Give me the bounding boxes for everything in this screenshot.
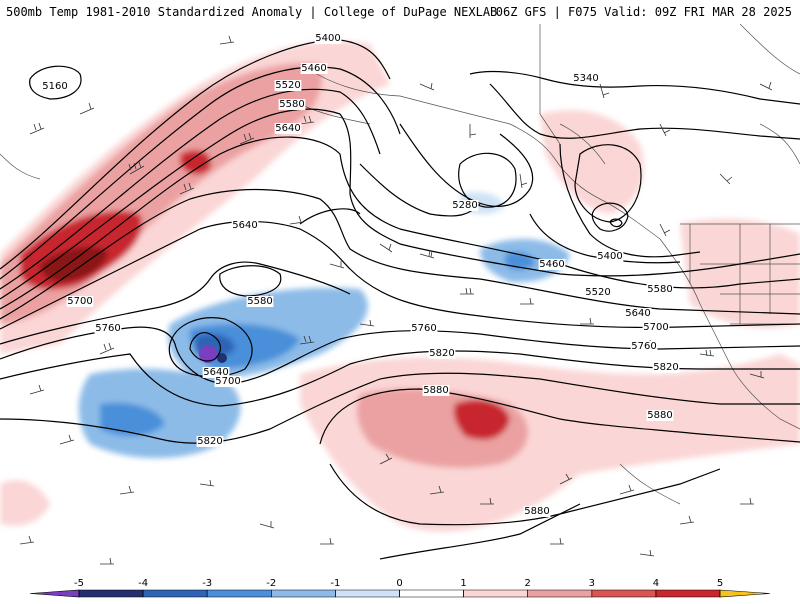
- contour-label: 5640: [202, 367, 230, 378]
- legend-tick-label: -2: [266, 578, 276, 589]
- legend-tick-label: -1: [330, 578, 340, 589]
- contour-label: 5160: [41, 81, 69, 92]
- legend-swatch: [206, 589, 272, 598]
- contour-label: 5460: [538, 259, 566, 270]
- svg-text:5700: 5700: [67, 296, 92, 307]
- svg-text:5760: 5760: [411, 323, 436, 334]
- contour-label: 5400: [596, 251, 624, 262]
- svg-text:5520: 5520: [275, 80, 300, 91]
- svg-text:5700: 5700: [215, 376, 240, 387]
- svg-text:5640: 5640: [625, 308, 650, 319]
- svg-text:5460: 5460: [539, 259, 564, 270]
- contour-label: 5760: [630, 341, 658, 352]
- svg-text:5160: 5160: [42, 81, 67, 92]
- legend-swatch: [591, 589, 657, 598]
- svg-text:5880: 5880: [647, 410, 672, 421]
- legend-tick-label: 3: [589, 578, 595, 589]
- contour-label: 5880: [422, 385, 450, 396]
- legend-tick-label: -4: [138, 578, 148, 589]
- contour-label: 5640: [624, 308, 652, 319]
- map-title: 500mb Temp 1981-2010 Standardized Anomal…: [6, 5, 498, 19]
- svg-text:5760: 5760: [631, 341, 656, 352]
- legend-tick-label: 4: [653, 578, 659, 589]
- svg-text:5580: 5580: [647, 284, 672, 295]
- svg-text:5640: 5640: [232, 220, 257, 231]
- contour-label: 5880: [523, 506, 551, 517]
- svg-text:5460: 5460: [301, 63, 326, 74]
- map-svg: 5400546055205580564051605640558057005760…: [0, 24, 800, 565]
- legend-tick-label: 5: [717, 578, 723, 589]
- contour-label: 5580: [646, 284, 674, 295]
- svg-text:5760: 5760: [95, 323, 120, 334]
- legend-svg: -5 -4 -3 -2 -1 0 1 2 3 4 5: [29, 578, 771, 598]
- contour-label: 5520: [584, 287, 612, 298]
- contour-label: 5280: [451, 200, 479, 211]
- contour-label: 5700: [214, 376, 242, 387]
- contour-label: 5700: [642, 322, 670, 333]
- legend-swatch: [463, 589, 528, 598]
- legend-swatch: [719, 589, 771, 598]
- extreme-anomaly-marker: [199, 345, 227, 363]
- svg-text:5820: 5820: [429, 348, 454, 359]
- contour-label: 5820: [428, 348, 456, 359]
- legend-tick-label: 2: [525, 578, 531, 589]
- height-contours: [0, 39, 800, 560]
- contour-label: 5520: [274, 80, 302, 91]
- map-header: 500mb Temp 1981-2010 Standardized Anomal…: [0, 0, 800, 24]
- legend-swatch: [271, 589, 336, 598]
- contour-label: 5760: [94, 323, 122, 334]
- contour-label: 5640: [231, 220, 259, 231]
- svg-text:5520: 5520: [585, 287, 610, 298]
- contour-label: 5340: [572, 73, 600, 84]
- svg-text:5280: 5280: [452, 200, 477, 211]
- legend-tick-label: 0: [396, 578, 402, 589]
- model-run-info: 06Z GFS | F075 Valid: 09Z FRI MAR 28 202…: [495, 5, 792, 19]
- svg-text:5580: 5580: [279, 99, 304, 110]
- svg-text:5880: 5880: [423, 385, 448, 396]
- svg-text:5820: 5820: [197, 436, 222, 447]
- color-legend: -5 -4 -3 -2 -1 0 1 2 3 4 5: [0, 576, 800, 600]
- contour-label: 5400: [314, 33, 342, 44]
- legend-tick-label: 1: [460, 578, 466, 589]
- legend-swatch: [527, 589, 593, 598]
- contour-label: 5700: [66, 296, 94, 307]
- legend-swatch: [399, 589, 464, 598]
- contour-label: 5760: [410, 323, 438, 334]
- svg-text:5820: 5820: [653, 362, 678, 373]
- svg-text:5700: 5700: [643, 322, 668, 333]
- contour-label: 5640: [274, 123, 302, 134]
- contour-label: 5460: [300, 63, 328, 74]
- wind-barbs: [19, 35, 773, 565]
- legend-swatch: [335, 589, 400, 598]
- legend-swatch: [78, 589, 144, 598]
- svg-text:5580: 5580: [247, 296, 272, 307]
- contour-labels: 5400546055205580564051605640558057005760…: [41, 33, 680, 517]
- svg-text:5400: 5400: [315, 33, 340, 44]
- svg-text:5640: 5640: [275, 123, 300, 134]
- contour-label: 5580: [278, 99, 306, 110]
- svg-text:5400: 5400: [597, 251, 622, 262]
- legend-swatch: [29, 589, 80, 598]
- legend-swatch: [142, 589, 208, 598]
- anomaly-shading: [0, 40, 800, 532]
- svg-text:5640: 5640: [203, 367, 228, 378]
- svg-text:5340: 5340: [573, 73, 598, 84]
- legend-swatch: [655, 589, 721, 598]
- contour-label: 5820: [196, 436, 224, 447]
- legend-tick-label: -3: [202, 578, 212, 589]
- contour-label: 5880: [646, 410, 674, 421]
- contour-label: 5820: [652, 362, 680, 373]
- anomaly-map: 5400 5460 5520 5580 5640 5160 5640 5580 5700 5760…: [0, 24, 800, 576]
- contour-label: 5580: [246, 296, 274, 307]
- svg-text:5880: 5880: [524, 506, 549, 517]
- legend-tick-label: -5: [74, 578, 84, 589]
